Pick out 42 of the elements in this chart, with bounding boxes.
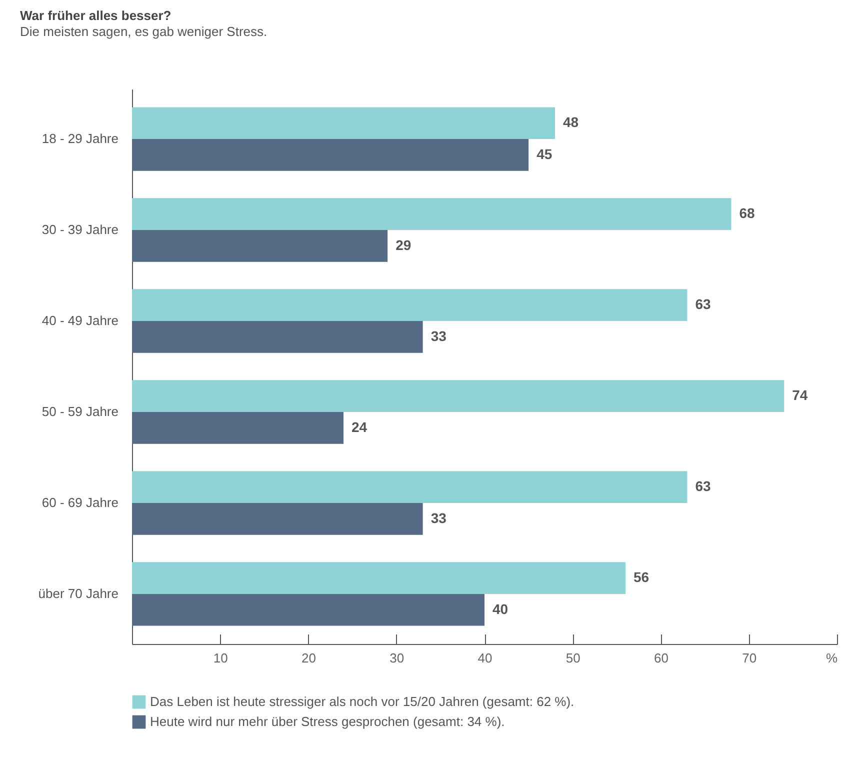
bar (132, 107, 555, 140)
data-label: 63 (695, 478, 711, 494)
x-tick-label: 60 (654, 650, 668, 666)
y-tick-label: 18 - 29 Jahre (42, 131, 118, 146)
x-tick-label: 30 (390, 650, 404, 666)
x-tick-label: 10 (213, 650, 228, 666)
data-label: 56 (634, 569, 650, 586)
bar (132, 139, 529, 171)
bar (132, 412, 344, 444)
y-tick-label: 50 - 59 Jahre (42, 404, 118, 419)
data-label: 24 (352, 418, 368, 435)
bar (132, 230, 388, 262)
x-tick-label: % (826, 650, 838, 666)
x-tick-label: 50 (566, 650, 580, 666)
data-label: 33 (430, 328, 447, 344)
chart-title: War früher alles besser? (20, 8, 172, 23)
data-label: 68 (739, 205, 756, 222)
legend-label: Das Leben ist heute stressiger als noch vor 15/20 Jahren (gesamt: 62 %). (150, 694, 574, 709)
bar (132, 321, 423, 353)
bar (132, 198, 732, 230)
bar (132, 562, 626, 594)
data-label: 29 (396, 236, 412, 253)
bar (132, 594, 484, 626)
x-tick-label: 20 (302, 650, 316, 666)
data-label: 40 (492, 600, 508, 617)
y-tick-label: 60 - 69 Jahre (42, 494, 118, 510)
bar (132, 471, 688, 503)
bar (132, 289, 688, 322)
x-tick-label: 40 (478, 650, 492, 666)
data-label: 33 (430, 510, 447, 526)
bar (132, 502, 423, 535)
y-tick-label: 40 - 49 Jahre (42, 313, 118, 328)
y-tick-label: über 70 Jahre (38, 586, 118, 601)
y-tick-label: 30 - 39 Jahre (42, 222, 118, 238)
data-label: 45 (536, 146, 552, 162)
chart-subtitle: Die meisten sagen, es gab weniger Stress. (20, 24, 268, 39)
data-label: 74 (792, 387, 808, 404)
legend-label: Heute wird nur mehr über Stress gesprochen (gesamt: 34 %). (150, 714, 505, 729)
data-label: 63 (695, 296, 711, 312)
bar (132, 380, 784, 412)
data-label: 48 (563, 114, 579, 130)
x-tick-label: 70 (742, 650, 757, 666)
